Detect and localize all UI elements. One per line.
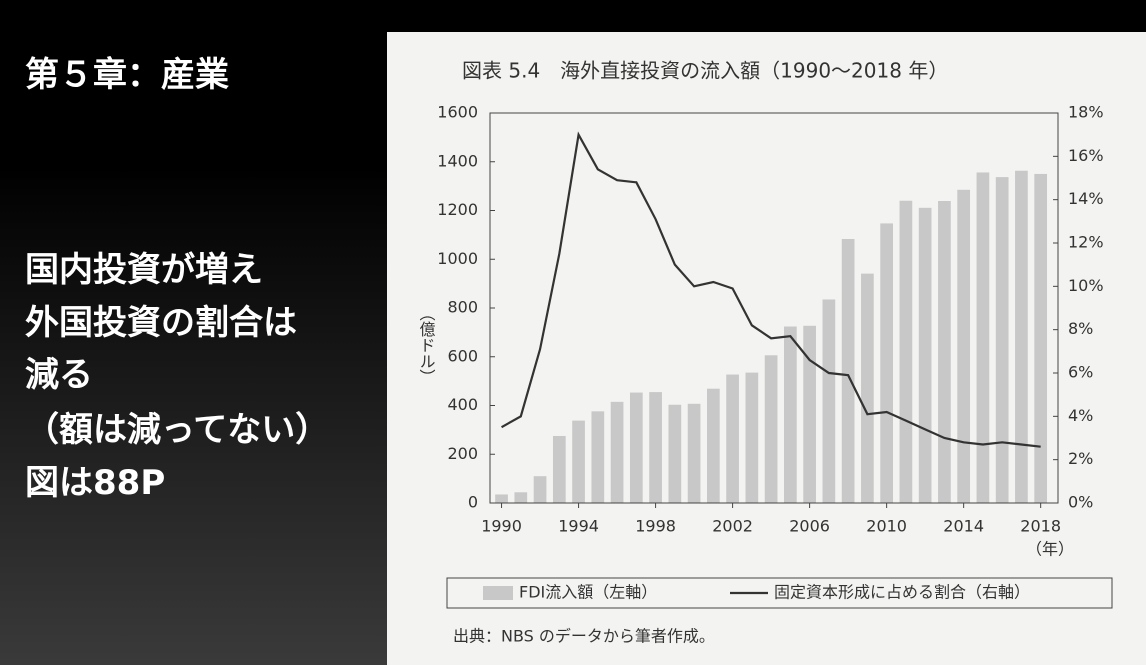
- bar: [803, 325, 816, 503]
- y2-tick-label: 16%: [1068, 146, 1104, 165]
- x-tick-label: 2018: [1020, 517, 1061, 536]
- bar: [861, 273, 874, 503]
- slide-line: （額は減ってない）: [25, 410, 330, 450]
- slide-line: 外国投資の割合は: [25, 303, 297, 343]
- y-tick-label: 1200: [437, 200, 478, 219]
- bar: [1034, 173, 1048, 503]
- bar: [995, 177, 1009, 503]
- chart-title: 図表 5.4 海外直接投資の流入額（1990～2018 年）: [462, 59, 948, 83]
- y-tick-label: 1600: [437, 103, 478, 122]
- y-tick-label: 800: [447, 298, 478, 317]
- bar: [706, 388, 720, 503]
- slide-line: 減る: [25, 355, 93, 395]
- line: [501, 131, 1041, 448]
- x-tick-label: 2006: [789, 517, 830, 536]
- y2-tick-label: 2%: [1068, 449, 1093, 468]
- slide-heading: 第５章：産業: [25, 55, 229, 95]
- bar: [880, 223, 893, 503]
- bar: [591, 411, 605, 503]
- bar: [976, 172, 990, 503]
- x-tick-label: 2010: [866, 517, 907, 536]
- y-tick-label: 1400: [437, 151, 478, 170]
- bar: [552, 435, 566, 503]
- bar: [533, 476, 547, 503]
- bar: [918, 207, 932, 503]
- y-tick-label: 0: [468, 493, 478, 512]
- bar: [629, 392, 643, 503]
- y2-tick-label: 8%: [1068, 319, 1093, 338]
- chart: 図表 5.4 海外直接投資の流入額（1990～2018 年） （億ドル） （年）…: [387, 32, 1146, 665]
- y2-tick-label: 4%: [1068, 406, 1093, 425]
- x-tick-label: 2002: [712, 517, 753, 536]
- bar: [938, 200, 951, 503]
- y-axis-label: （億ドル）: [417, 305, 436, 385]
- slide-line: 図は88P: [25, 463, 166, 503]
- legend-label: 固定資本形成に占める割合（右軸）: [774, 583, 1030, 602]
- legend-box: [446, 577, 1113, 609]
- y2-tick-label: 6%: [1068, 363, 1093, 382]
- x-tick-label: 2014: [943, 517, 984, 536]
- x-unit: （年）: [1026, 540, 1074, 559]
- bar: [649, 392, 662, 503]
- bar: [572, 420, 585, 503]
- legend-swatch: [483, 586, 513, 600]
- source-note: 出典：NBS のデータから筆者作成。: [453, 627, 715, 646]
- y-tick-label: 400: [447, 395, 478, 414]
- bar: [495, 494, 508, 503]
- y2-tick-label: 14%: [1068, 189, 1104, 208]
- bar: [784, 326, 797, 503]
- bar: [841, 239, 855, 504]
- y-tick-label: 1000: [437, 249, 478, 268]
- plot-frame: [489, 112, 1059, 504]
- y2-tick-label: 12%: [1068, 233, 1104, 252]
- x-tick-label: 1994: [558, 517, 599, 536]
- y2-tick-label: 10%: [1068, 276, 1104, 295]
- y-tick-label: 600: [447, 346, 478, 365]
- y2-tick-label: 0%: [1068, 493, 1093, 512]
- bar: [514, 492, 528, 503]
- bar: [687, 403, 701, 503]
- bar: [610, 401, 624, 503]
- bar: [745, 372, 759, 503]
- bar: [668, 404, 682, 503]
- y2-tick-label: 18%: [1068, 103, 1104, 122]
- x-tick-label: 1990: [481, 517, 522, 536]
- bar: [1015, 170, 1028, 504]
- bar: [957, 189, 971, 503]
- legend-label: FDI流入額（左軸）: [519, 583, 657, 602]
- y-tick-label: 200: [447, 444, 478, 463]
- bar: [726, 374, 739, 503]
- slide-line: 国内投資が増え: [25, 250, 263, 290]
- bar: [822, 299, 836, 503]
- bar: [899, 200, 913, 503]
- x-tick-label: 1998: [635, 517, 676, 536]
- bar: [764, 355, 778, 503]
